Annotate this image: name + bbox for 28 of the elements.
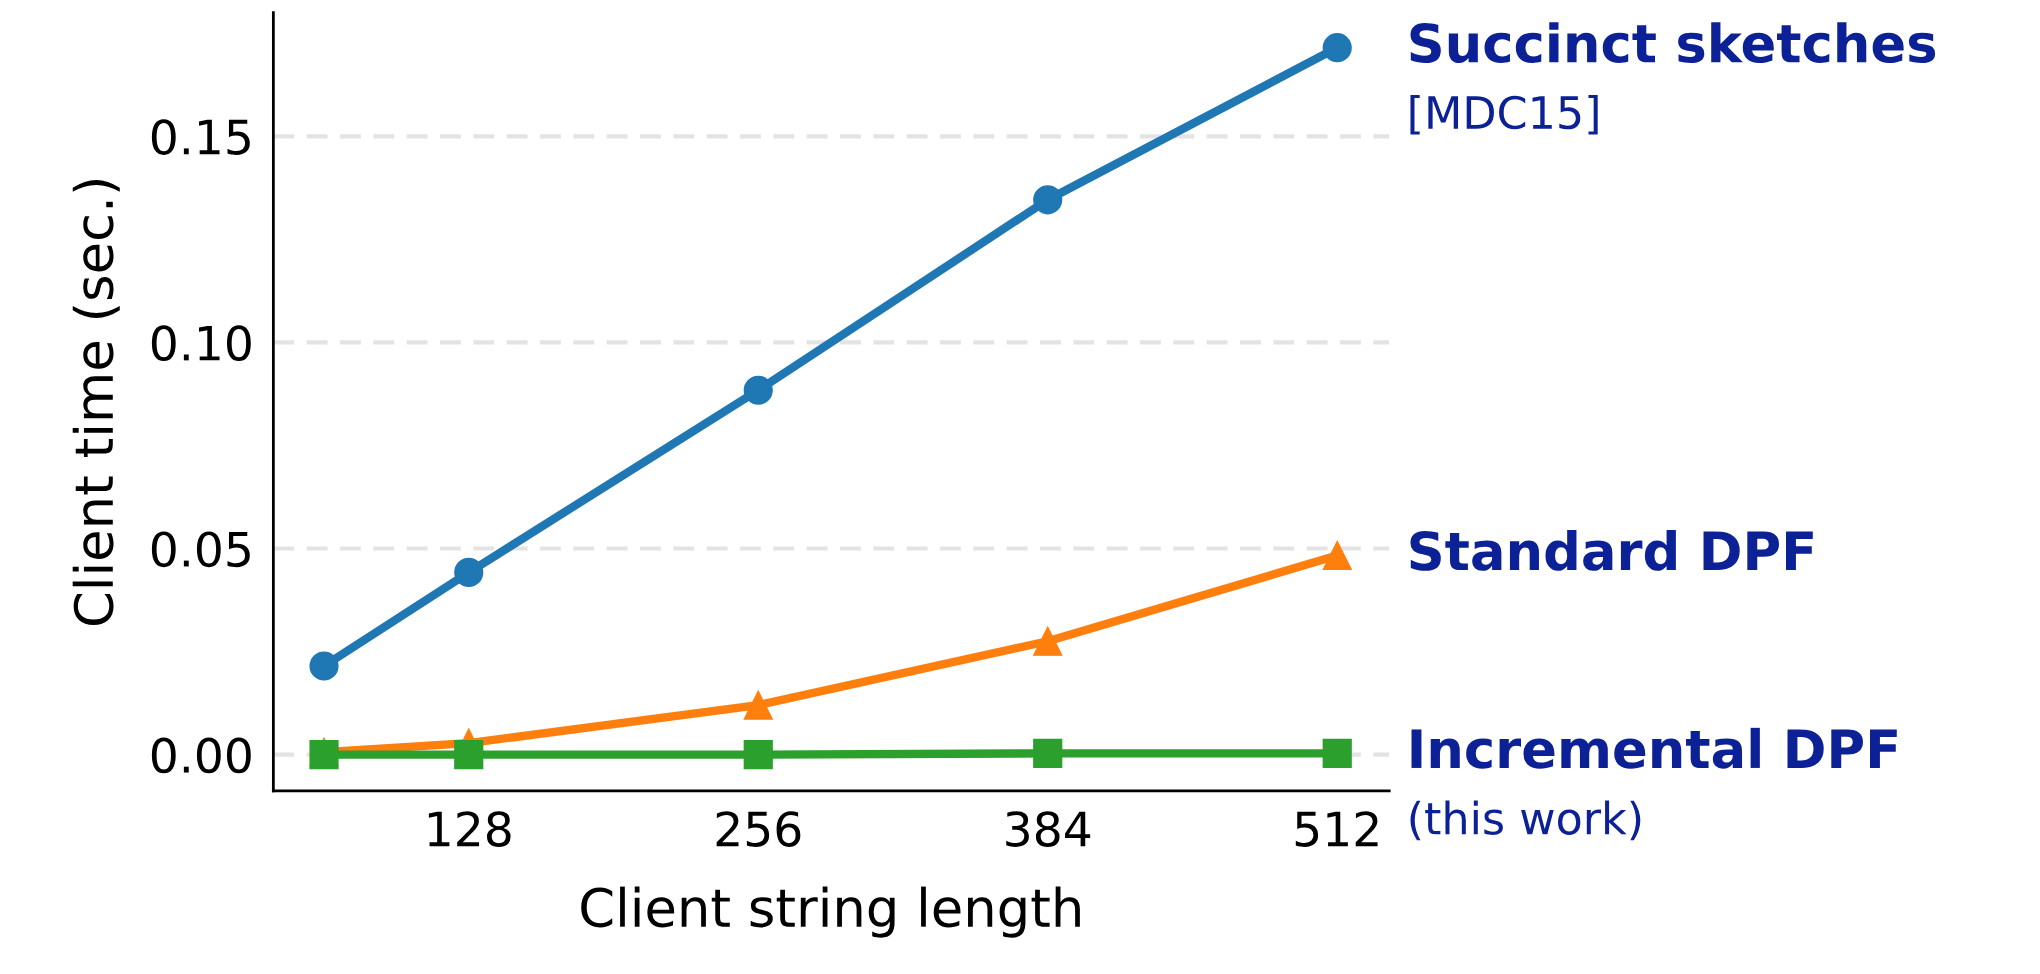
point	[743, 375, 773, 405]
y-tick-label: 0.00	[151, 737, 251, 774]
y-tick-label: 0.15	[151, 119, 250, 155]
y-axis-title: Client time (sec.)	[72, 180, 120, 626]
series-label: Succinct sketches	[1410, 22, 1936, 64]
annotation: [MDC15]	[1410, 94, 1598, 135]
x-tick-label: 256	[716, 811, 801, 847]
point	[1322, 738, 1352, 768]
point	[454, 557, 484, 588]
point	[1033, 185, 1063, 215]
y-tick-label: 0.05	[151, 531, 250, 568]
y-tick-label: 0.10	[151, 325, 251, 362]
point	[1033, 626, 1063, 656]
annotation: (this work)	[1410, 800, 1641, 841]
point	[743, 690, 773, 720]
x-tick-label: 512	[1295, 811, 1378, 847]
point	[309, 740, 339, 770]
x-tick-label: 384	[1006, 811, 1091, 847]
point	[309, 651, 339, 681]
x-axis-title: Client string length	[581, 886, 1080, 938]
point	[1322, 33, 1352, 63]
x-tick-label: 128	[428, 811, 511, 847]
series-label: Incremental DPF	[1411, 727, 1897, 769]
point	[743, 740, 773, 770]
point	[1033, 738, 1063, 768]
series-label: Standard DPF	[1410, 529, 1813, 571]
point	[1322, 540, 1352, 571]
point	[454, 740, 484, 770]
